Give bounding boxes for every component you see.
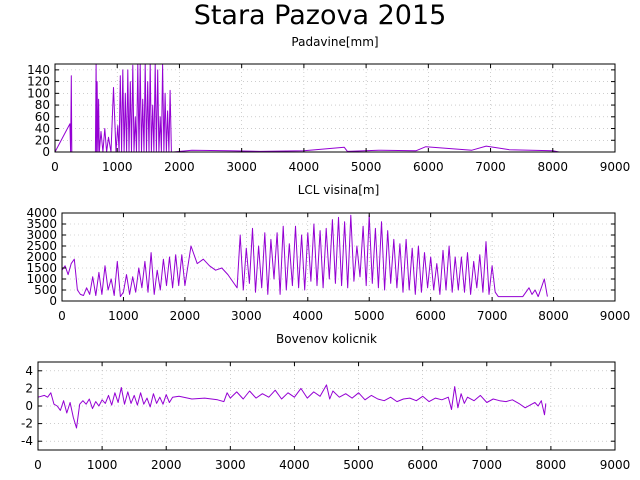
series-line-1 xyxy=(54,63,560,153)
y-tick-label: 40 xyxy=(35,122,50,136)
x-tick-label: 4000 xyxy=(293,309,324,323)
x-tick-label: 2000 xyxy=(170,309,201,323)
x-tick-label: 0 xyxy=(51,160,59,174)
x-tick-label: 2000 xyxy=(164,160,195,174)
chart-panel-2: LCL visina[m] 0 1000 2000 3000 4000 5000 6000 70… xyxy=(26,183,630,323)
figure-title: Stara Pazova 2015 xyxy=(194,0,447,31)
x-tick-label: 8000 xyxy=(536,458,567,472)
x-tick-label: 0 xyxy=(58,309,66,323)
x-tick-label: 6000 xyxy=(413,160,444,174)
x-tick-label: 9000 xyxy=(600,309,631,323)
chart-title: Padavine[mm] xyxy=(291,35,378,49)
y-tick-label: -4 xyxy=(21,434,33,448)
chart-panel-1: Padavine[mm]0 1000 2000 3000 4000 5000 6000 700… xyxy=(27,35,630,174)
x-tick-label: 1000 xyxy=(102,160,133,174)
series-line-1 xyxy=(61,214,548,298)
y-tick-label: 2 xyxy=(25,381,33,395)
x-tick-label: 6000 xyxy=(415,309,446,323)
x-tick-label: 8000 xyxy=(538,160,569,174)
y-tick-label: 0 xyxy=(49,294,57,308)
x-tick-label: 6000 xyxy=(407,458,438,472)
y-tick-label: 80 xyxy=(35,98,50,112)
y-tick-label: 1500 xyxy=(26,261,57,275)
x-tick-label: 7000 xyxy=(472,458,503,472)
x-tick-label: 8000 xyxy=(538,309,569,323)
y-tick-label: 4000 xyxy=(26,206,57,220)
y-tick-label: 4 xyxy=(25,364,33,378)
y-tick-label: 140 xyxy=(27,63,50,77)
y-tick-label: -2 xyxy=(21,417,33,431)
x-tick-label: 4000 xyxy=(289,160,320,174)
x-tick-label: 0 xyxy=(34,458,42,472)
x-tick-label: 1000 xyxy=(108,309,139,323)
x-tick-label: 1000 xyxy=(87,458,118,472)
y-tick-label: 0 xyxy=(42,145,50,159)
x-tick-label: 4000 xyxy=(279,458,310,472)
y-tick-label: 1000 xyxy=(26,272,57,286)
x-tick-label: 5000 xyxy=(343,458,374,472)
y-tick-label: 2000 xyxy=(26,250,57,264)
y-tick-label: 3000 xyxy=(26,228,57,242)
chart-title: LCL visina[m] xyxy=(298,183,380,197)
y-tick-label: 500 xyxy=(34,283,57,297)
chart-panels: Padavine[mm]0 1000 2000 3000 4000 5000 6000 700… xyxy=(21,35,630,472)
y-tick-label: 2500 xyxy=(26,239,57,253)
x-tick-label: 9000 xyxy=(600,160,631,174)
plot-frame xyxy=(54,63,616,153)
y-tick-label: 100 xyxy=(27,86,50,100)
x-tick-label: 9000 xyxy=(600,458,631,472)
chart-panel-3: Bovenov kolicnik 0 1000 2000 3000 4000 5000 600… xyxy=(21,332,630,472)
series-line-1 xyxy=(37,384,547,429)
y-tick-label: 20 xyxy=(35,133,50,147)
x-tick-label: 3000 xyxy=(215,458,246,472)
x-tick-label: 5000 xyxy=(354,309,385,323)
y-tick-label: 120 xyxy=(27,75,50,89)
y-tick-label: 3500 xyxy=(26,217,57,231)
x-tick-label: 7000 xyxy=(475,160,506,174)
y-tick-label: 0 xyxy=(25,399,33,413)
x-tick-label: 5000 xyxy=(351,160,382,174)
y-tick-label: 60 xyxy=(35,110,50,124)
x-tick-label: 7000 xyxy=(477,309,508,323)
x-tick-label: 2000 xyxy=(151,458,182,472)
x-tick-label: 3000 xyxy=(226,160,257,174)
chart-title: Bovenov kolicnik xyxy=(276,332,377,346)
x-tick-label: 3000 xyxy=(231,309,262,323)
